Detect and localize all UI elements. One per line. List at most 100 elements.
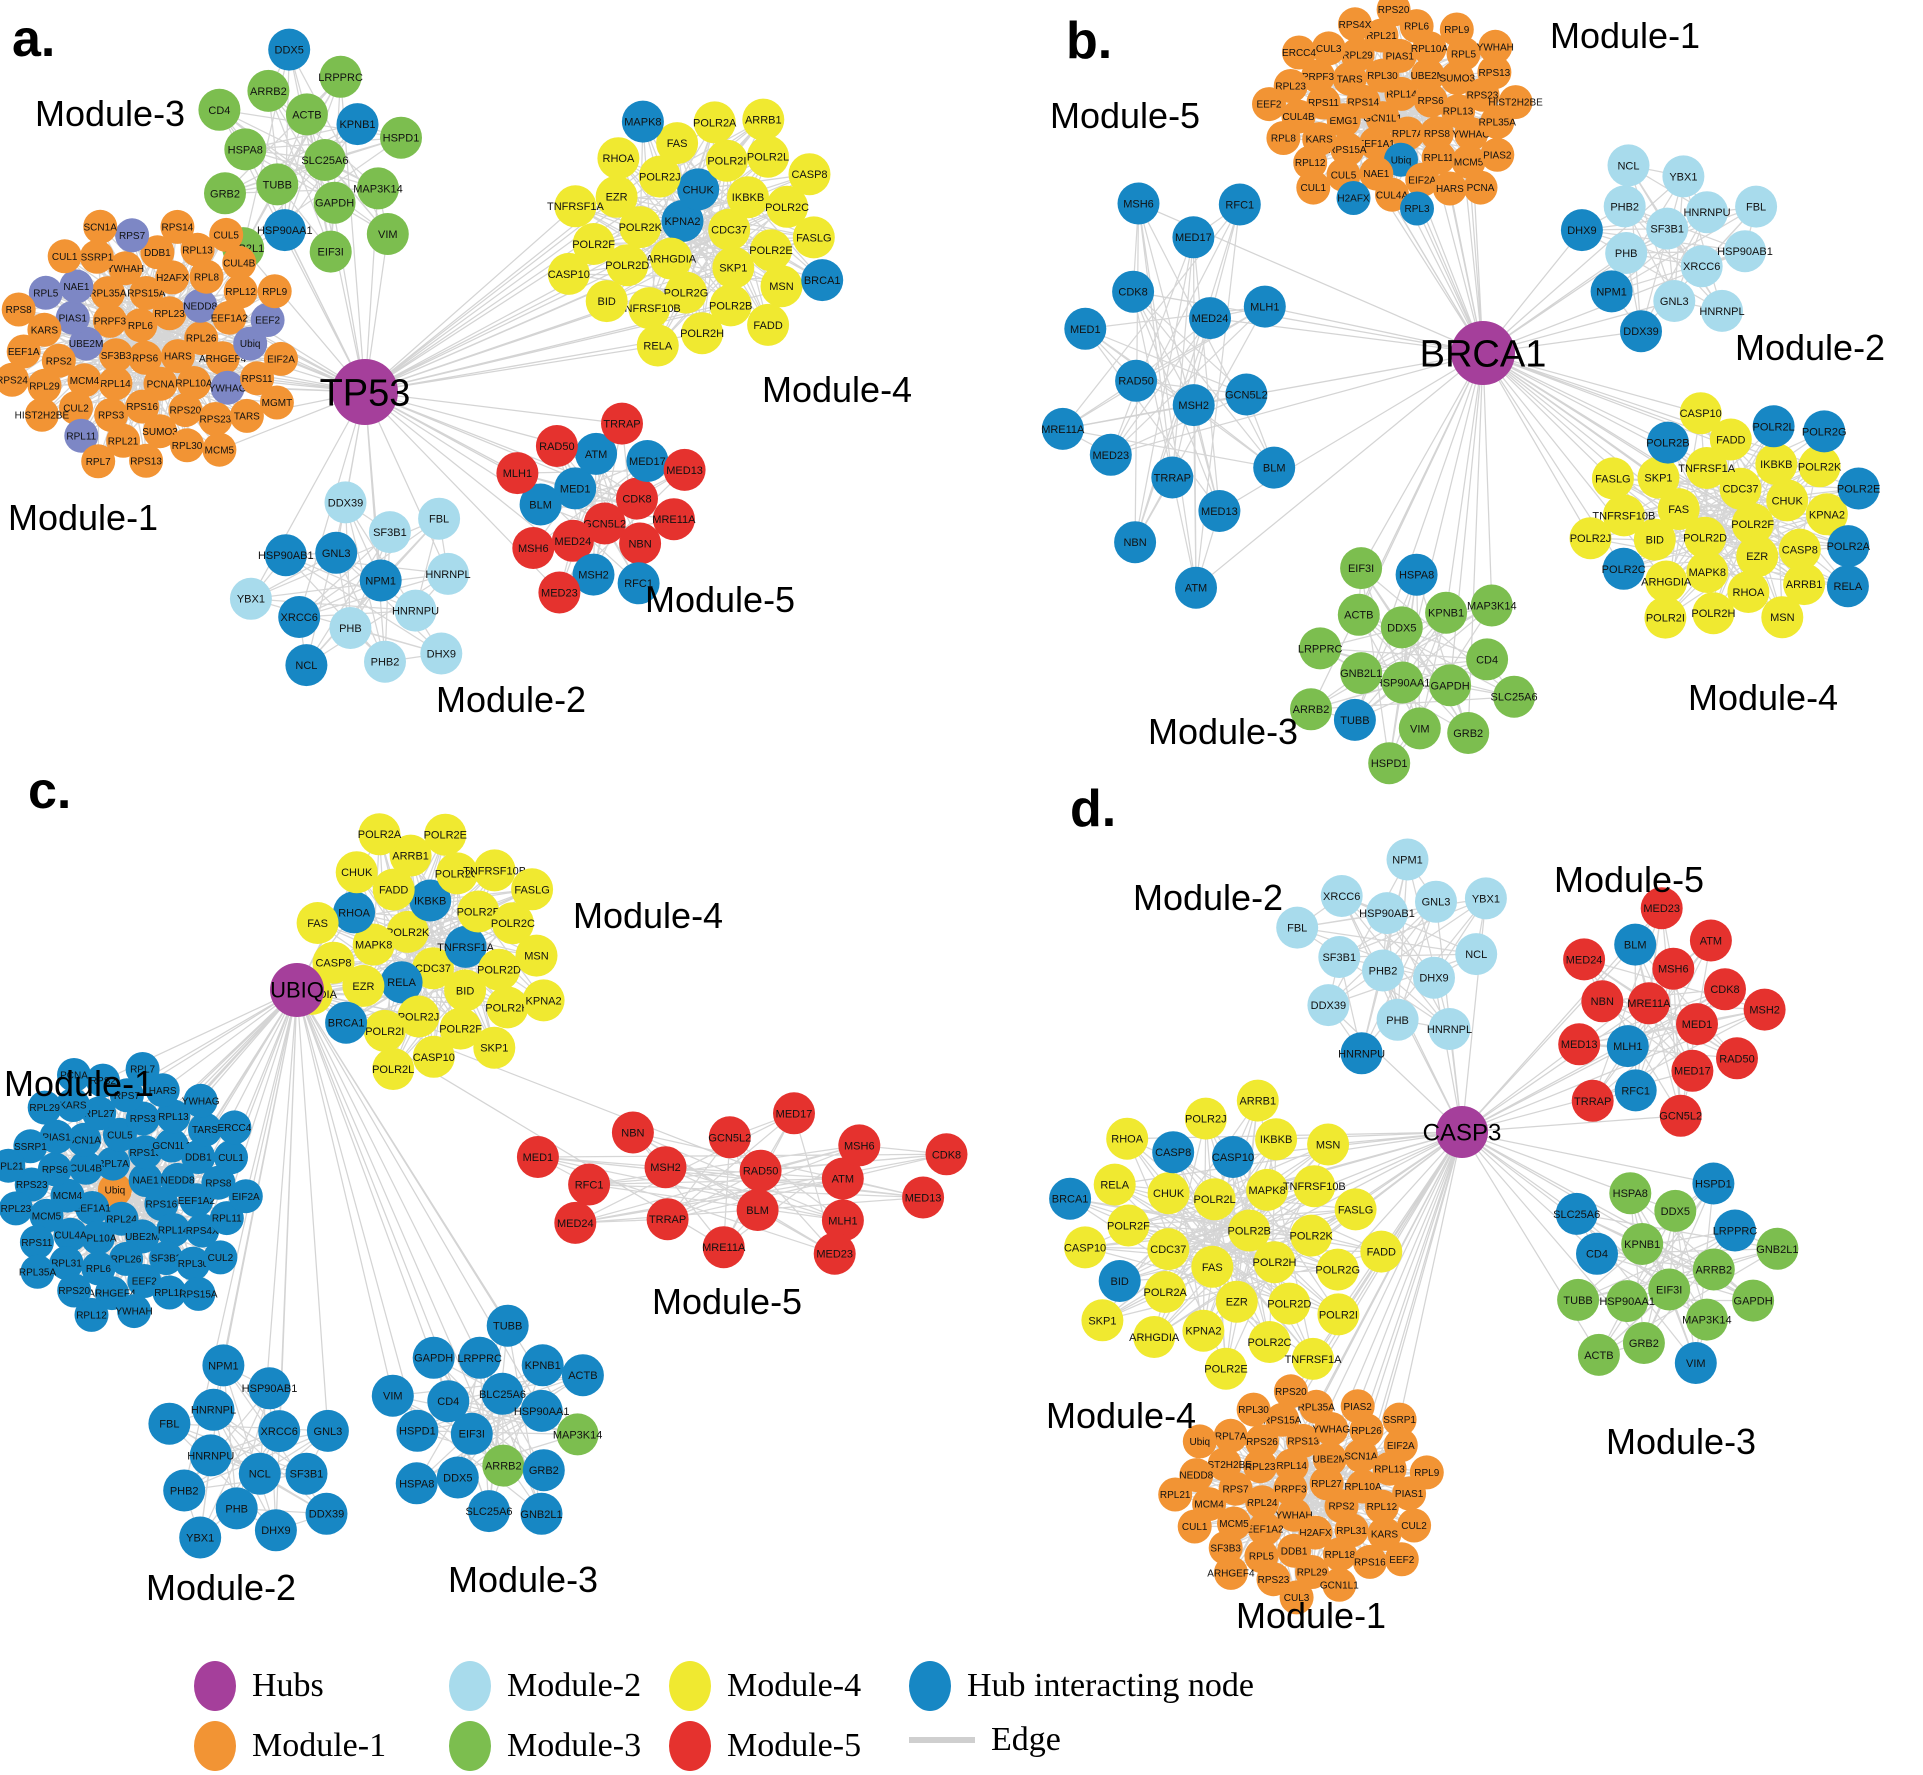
node-a-RPL21: RPL21	[106, 423, 141, 458]
node-b-HIST2H2BE: HIST2H2BE	[1488, 85, 1543, 120]
node-c-POLR2B: POLR2B	[457, 890, 500, 933]
node-b-GNL3: GNL3	[1653, 280, 1696, 322]
node-label: MRE11A	[1041, 424, 1085, 436]
node-label: DDX39	[309, 1509, 344, 1521]
node-d-Ubiq: Ubiq	[1182, 1424, 1217, 1459]
node-label: RPS13	[1287, 1437, 1319, 1448]
node-label: GAPDH	[315, 198, 354, 210]
node-a-PHB2: PHB2	[364, 640, 406, 683]
node-d-UBE2M: UBE2M	[1313, 1441, 1347, 1476]
node-b-RPS6: RPS6	[1413, 83, 1448, 118]
node-label: CD4	[1476, 654, 1498, 666]
node-label: RPL10A	[79, 1233, 117, 1244]
node-a-HIST2H2BE: HIST2H2BE	[15, 397, 69, 432]
node-label: RPS20	[58, 1286, 90, 1297]
node-a-MED23: MED23	[538, 571, 581, 614]
node-c-POLR2L: POLR2L	[372, 1048, 414, 1090]
node-label: HSP90AB1	[1359, 908, 1415, 920]
node-b-VIM: VIM	[1398, 707, 1441, 750]
node-label: HNRNPL	[1427, 1024, 1472, 1036]
module-label-c-0: Module-4	[573, 895, 723, 936]
node-label: RPS23	[16, 1180, 48, 1191]
node-b-ARRB2: ARRB2	[1290, 688, 1332, 731]
node-label: ARHGEF4	[199, 354, 247, 365]
node-label: SF3B1	[1650, 224, 1684, 236]
node-label: HSP90AB1	[242, 1383, 298, 1395]
node-label: RPL12	[1295, 158, 1326, 169]
node-label: RPL35A	[1479, 118, 1517, 129]
node-label: POLR2B	[709, 300, 752, 312]
node-a-SF3B3: SF3B3	[99, 338, 134, 373]
node-label: HSPA8	[228, 144, 263, 156]
node-d-RPL24: RPL24	[1245, 1485, 1280, 1520]
node-c-RPL29: RPL29	[27, 1090, 62, 1125]
node-d-RPL12: RPL12	[1364, 1489, 1399, 1524]
node-label: HSP90AA1	[1375, 677, 1431, 689]
node-label: RPS11	[21, 1238, 52, 1249]
node-c-POLR2I: POLR2I	[363, 1009, 406, 1052]
node-label: MSN	[1770, 612, 1795, 624]
node-label: RPL23	[154, 309, 185, 320]
node-c-RHOA: RHOA	[333, 891, 376, 934]
node-a-HNRNPU: HNRNPU	[392, 589, 439, 632]
node-a-RPS6: RPS6	[128, 340, 163, 375]
node-c-RFC1: RFC1	[568, 1163, 611, 1206]
node-label: POLR2I	[707, 156, 746, 168]
node-c-HNRNPL: HNRNPL	[191, 1388, 236, 1431]
node-label: TNFRSF10B	[463, 865, 526, 877]
node-label: RPS20	[1275, 1387, 1307, 1398]
node-label: TRRAP	[1574, 1096, 1611, 1108]
node-label: DDX39	[328, 497, 363, 509]
node-label: YBX1	[1669, 171, 1697, 183]
node-d-FASLG: FASLG	[1334, 1188, 1377, 1231]
node-c-POLR2K: POLR2K	[386, 910, 430, 953]
node-b-MSH6: MSH6	[1117, 182, 1160, 225]
node-label: NCL	[249, 1469, 271, 1481]
node-c-KARS: KARS	[56, 1088, 90, 1122]
node-d-VIM: VIM	[1674, 1342, 1717, 1384]
node-c-DDX5: DDX5	[436, 1456, 479, 1499]
node-a-MGMT: MGMT	[259, 385, 294, 420]
node-label: FBL	[1287, 923, 1307, 935]
hub-spokes-b-m3	[1310, 352, 1493, 734]
node-label: RPL30	[1367, 71, 1398, 82]
node-label: RPL7A	[1215, 1431, 1247, 1442]
node-label: POLR2G	[1315, 1265, 1360, 1277]
node-label: RPS23	[200, 415, 232, 426]
node-label: TNFRSF10B	[618, 303, 681, 315]
node-label: FBL	[1746, 202, 1766, 214]
node-c-RPL13: RPL13	[156, 1099, 191, 1134]
node-d-POLR2H: POLR2H	[1252, 1241, 1297, 1284]
node-label: RPL18	[154, 1288, 185, 1299]
node-b-MED1: MED1	[1064, 307, 1107, 350]
node-label: CD4	[208, 105, 230, 117]
node-label: HSPA8	[1613, 1188, 1648, 1200]
node-label: CUL4B	[223, 258, 256, 269]
node-label: RPS7	[119, 231, 146, 242]
node-label: RPL21	[1366, 31, 1397, 42]
node-label: EEF1A2	[178, 1196, 216, 1207]
module-label-a-1: Module-1	[8, 497, 158, 538]
node-c-DDX39: DDX39	[305, 1492, 348, 1535]
node-label: KPNB1	[525, 1360, 561, 1372]
node-label: GNB2L1	[1756, 1244, 1798, 1256]
node-d-RPS16: RPS16	[1352, 1544, 1387, 1579]
node-d-DHX9: DHX9	[1413, 956, 1455, 999]
node-c-CDK8: CDK8	[925, 1133, 968, 1176]
node-d-GNL3: GNL3	[1415, 880, 1457, 923]
node-a-RPS16: RPS16	[125, 389, 160, 424]
node-b-EEF1A1: EEF1A1	[1358, 126, 1395, 161]
node-label: CUL4A	[54, 1230, 87, 1241]
node-label: RPL6	[86, 1264, 111, 1275]
node-label: POLR2H	[680, 328, 724, 340]
node-label: RPL12	[1367, 1502, 1398, 1513]
node-b-ACTB: ACTB	[1337, 593, 1380, 636]
node-a-BLM: BLM	[519, 483, 562, 526]
node-a-RPL30: RPL30	[170, 428, 205, 463]
node-label: CUL2	[63, 403, 89, 414]
node-label: SUMO3	[142, 427, 178, 438]
node-label: YBX1	[1472, 893, 1500, 905]
node-a-TUBB: TUBB	[256, 163, 299, 206]
node-label: POLR2K	[1798, 461, 1842, 473]
node-d-NPM1: NPM1	[1386, 838, 1429, 881]
